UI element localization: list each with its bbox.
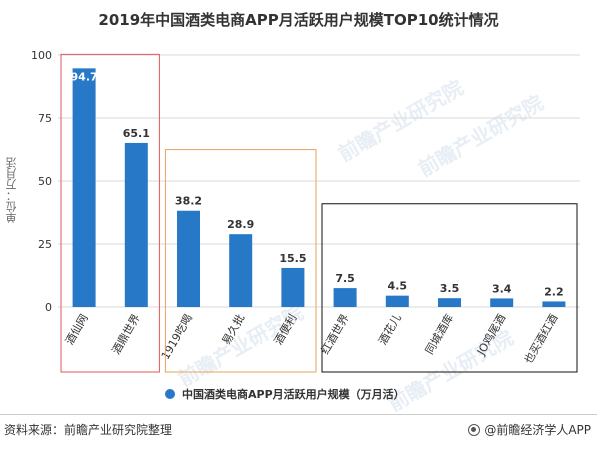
y-tick-label: 0 — [45, 301, 52, 314]
x-tick-label: 1919吃喝 — [159, 312, 195, 362]
chart-title: 2019年中国酒类电商APP月活跃用户规模TOP10统计情况 — [98, 11, 499, 29]
x-tick-label: 也买酒红酒 — [522, 312, 561, 366]
legend-label: 中国酒类电商APP月活跃用户规模（万月活） — [182, 388, 405, 401]
bar — [490, 298, 514, 307]
group-highlight-box — [60, 53, 160, 373]
source-note: 资料来源：前瞻产业研究院整理 — [4, 423, 173, 437]
data-label: 94.7 — [71, 70, 98, 83]
legend: 中国酒类电商APP月活跃用户规模（万月活） — [165, 386, 405, 402]
data-label: 65.1 — [123, 127, 150, 140]
brand-logo-icon — [468, 423, 481, 436]
x-tick-label: 同城酒库 — [423, 312, 456, 357]
bar — [333, 288, 357, 307]
bar — [438, 298, 461, 307]
data-label: 2.2 — [544, 285, 564, 298]
brand-text: @前瞻经济学人APP — [484, 423, 591, 437]
y-tick-label: 50 — [38, 175, 52, 188]
x-tick-label: JO鸡尾酒 — [473, 312, 508, 359]
x-tick-label: 易久批 — [219, 312, 248, 348]
y-tick-label: 75 — [38, 112, 52, 125]
bar — [542, 301, 566, 307]
bar-chart: 0 25 50 75 100 94.7 酒仙网 65.1 酒鼎世界 38.2 1919吃喝 28.9 易… — [31, 49, 580, 373]
data-label: 38.2 — [175, 195, 202, 208]
footer-divider — [0, 414, 597, 415]
bar — [385, 295, 409, 307]
data-label: 28.9 — [227, 218, 254, 231]
bar — [281, 267, 305, 307]
bar — [229, 234, 253, 307]
x-tick-label: 酒便利 — [272, 312, 300, 347]
y-tick-label: 25 — [38, 238, 52, 251]
y-tick-label: 100 — [31, 49, 52, 62]
group-highlight-box — [164, 149, 317, 373]
bar — [177, 210, 200, 307]
data-label: 7.5 — [335, 272, 355, 285]
data-label: 3.5 — [440, 282, 460, 295]
x-tick-label: 酒仙网 — [63, 312, 91, 347]
data-label: 4.5 — [388, 280, 408, 293]
legend-swatch — [165, 389, 175, 399]
bar — [124, 142, 148, 307]
group-highlight-box — [321, 203, 578, 373]
data-label: 15.5 — [279, 252, 306, 265]
x-tick-label: 酒鼎世界 — [110, 312, 143, 357]
brand-credit: @前瞻经济学人APP — [468, 421, 591, 438]
x-tick-label: 红酒世界 — [318, 312, 351, 357]
x-tick-label: 酒花儿 — [376, 312, 404, 347]
data-label: 3.4 — [492, 282, 512, 295]
bar — [72, 68, 96, 307]
